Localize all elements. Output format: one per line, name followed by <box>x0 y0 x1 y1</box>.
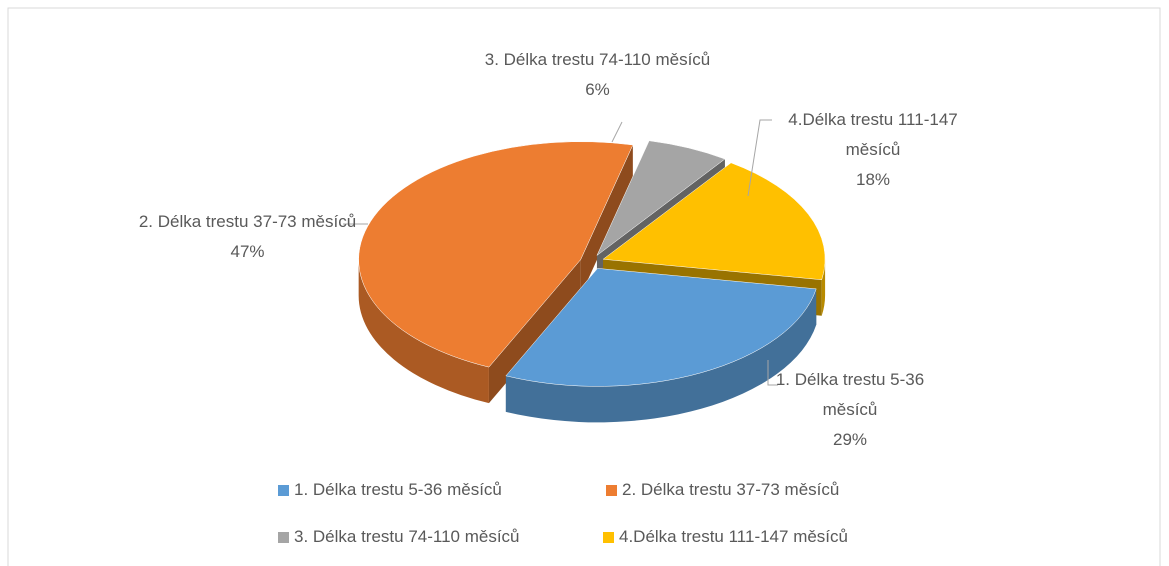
legend-label: 4.Délka trestu 111-147 měsíců <box>619 527 848 546</box>
data-label-name: 4.Délka trestu 111-147 měsíců <box>788 110 958 159</box>
legend-item: 1. Délka trestu 5-36 měsíců <box>278 480 502 500</box>
legend-label: 2. Délka trestu 37-73 měsíců <box>622 480 840 499</box>
data-label-name: 1. Délka trestu 5-36 měsíců <box>775 370 925 419</box>
data-label: 2. Délka trestu 37-73 měsíců 47% <box>135 207 360 267</box>
data-label-value: 18% <box>855 170 891 189</box>
slice <box>596 140 726 256</box>
slice-wall <box>580 144 633 296</box>
leader-line <box>747 119 772 197</box>
slice-side <box>505 288 817 423</box>
legend-item: 4.Délka trestu 111-147 měsíců <box>603 527 848 547</box>
slice <box>358 141 634 368</box>
data-label: 3. Délka trestu 74-110 měsíců 6% <box>480 45 715 105</box>
data-label: 4.Délka trestu 111-147 měsíců 18% <box>762 105 984 195</box>
slice-wall <box>488 259 581 404</box>
legend-label: 1. Délka trestu 5-36 měsíců <box>294 480 502 499</box>
leader-line <box>611 121 623 143</box>
data-label: 1. Délka trestu 5-36 měsíců 29% <box>775 365 925 455</box>
slice-side <box>358 259 489 404</box>
data-label-value: 29% <box>832 430 868 449</box>
slice <box>602 162 826 281</box>
data-label-value: 6% <box>585 80 610 99</box>
legend-item: 2. Délka trestu 37-73 měsíců <box>606 480 839 500</box>
slice-side <box>821 259 826 316</box>
legend-swatch <box>278 531 289 543</box>
legend-item: 3. Délka trestu 74-110 měsíců <box>278 527 520 547</box>
slice <box>505 268 817 387</box>
data-label-name: 2. Délka trestu 37-73 měsíců <box>138 212 357 231</box>
legend-swatch <box>606 484 617 496</box>
leader-line <box>767 360 778 386</box>
legend-swatch <box>278 484 289 496</box>
legend-swatch <box>603 531 614 543</box>
data-label-name: 3. Délka trestu 74-110 měsíců <box>484 50 711 69</box>
chart-frame <box>7 7 1161 566</box>
legend-label: 3. Délka trestu 74-110 měsíců <box>294 527 520 546</box>
data-label-value: 47% <box>230 242 265 261</box>
